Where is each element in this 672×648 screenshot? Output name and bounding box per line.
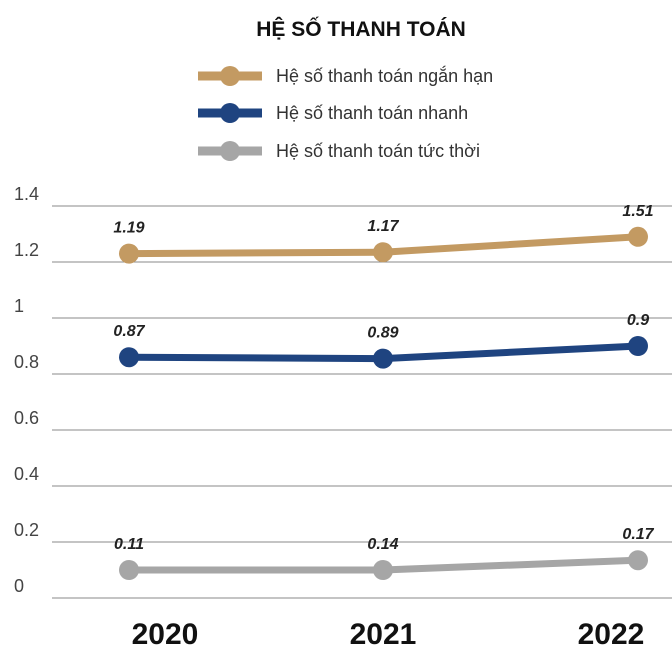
data-point	[119, 347, 139, 368]
data-point	[628, 550, 648, 571]
y-tick-label: 0.8	[14, 352, 39, 372]
legend-label: Hệ số thanh toán nhanh	[276, 103, 468, 123]
legend-label: Hệ số thanh toán tức thời	[276, 141, 480, 161]
y-tick-label: 0.2	[14, 520, 39, 540]
legend: Hệ số thanh toán ngắn hạn Hệ số thanh toá…	[198, 65, 493, 161]
data-label: 1.51	[622, 203, 653, 220]
data-point	[119, 243, 139, 264]
y-tick-label: 0.6	[14, 408, 39, 428]
grid	[52, 205, 672, 599]
data-label: 1.17	[367, 218, 399, 235]
data-label: 1.19	[113, 220, 144, 237]
legend-swatch-marker	[220, 103, 240, 123]
data-label: 0.17	[622, 526, 654, 543]
y-tick-label: 0.4	[14, 464, 39, 484]
x-tick-label: 2020	[132, 618, 199, 648]
data-label: 0.14	[367, 536, 398, 553]
data-label: 0.9	[627, 312, 649, 329]
data-point	[628, 226, 648, 247]
data-point	[373, 348, 393, 369]
legend-swatch-marker	[220, 66, 240, 86]
x-tick-label: 2022	[578, 618, 645, 648]
y-axis: 0 0.2 0.4 0.6 0.8 1 1.2 1.4	[14, 184, 39, 596]
series-layer: 1.19 1.17 1.51 0.87 0.89 0.9 0.11 0.14 0.17	[113, 203, 655, 580]
x-axis: 2020 2021 2022	[132, 618, 645, 648]
y-tick-label: 0	[14, 576, 24, 596]
data-label: 0.89	[367, 325, 398, 342]
chart-title: HỆ SỐ THANH TOÁN	[256, 17, 466, 41]
y-tick-label: 1.4	[14, 184, 39, 204]
legend-label: Hệ số thanh toán ngắn hạn	[276, 65, 493, 86]
data-point	[119, 560, 139, 580]
data-point	[373, 560, 393, 580]
y-tick-label: 1	[14, 296, 24, 316]
data-point	[628, 336, 648, 356]
legend-swatch-marker	[220, 141, 240, 161]
data-point	[373, 242, 393, 263]
data-label: 0.87	[113, 323, 145, 340]
data-label: 0.11	[114, 536, 144, 553]
x-tick-label: 2021	[350, 618, 417, 648]
y-tick-label: 1.2	[14, 240, 39, 260]
